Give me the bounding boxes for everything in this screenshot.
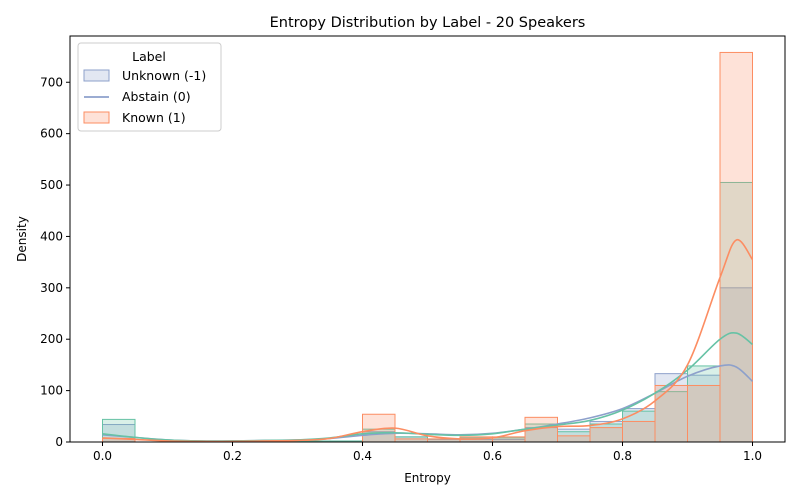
x-tick-label: 0.0	[93, 449, 112, 463]
legend-swatch	[83, 111, 110, 124]
histogram-bin	[654, 384, 688, 443]
y-tick-label: 400	[40, 229, 63, 243]
x-tick-label: 0.6	[483, 449, 502, 463]
y-tick-label: 300	[40, 281, 63, 295]
y-tick-label: 700	[40, 75, 63, 89]
y-tick-label: 500	[40, 178, 63, 192]
chart-title: Entropy Distribution by Label - 20 Speak…	[270, 15, 586, 31]
y-tick-label: 200	[40, 332, 63, 346]
histogram-bin	[557, 435, 591, 443]
y-tick-label: 100	[40, 384, 63, 398]
histogram-bin	[719, 51, 753, 443]
y-axis-label: Density	[15, 216, 29, 262]
legend: Label Unknown (-1) Abstain (0) Known (1)	[77, 42, 222, 132]
plot-area	[102, 51, 754, 443]
plot-frame	[69, 35, 786, 443]
y-tick-label: 600	[40, 127, 63, 141]
legend-swatch	[83, 69, 110, 82]
x-tick-label: 0.4	[353, 449, 372, 463]
series-bars-2	[102, 51, 753, 443]
x-tick-label: 1.0	[743, 449, 762, 463]
x-tick-label: 0.8	[613, 449, 632, 463]
x-axis-label: Entropy	[404, 471, 451, 485]
legend-label: Known (1)	[122, 110, 186, 125]
legend-title: Label	[132, 49, 166, 64]
legend-label: Unknown (-1)	[122, 68, 206, 83]
y-tick-label: 0	[55, 435, 63, 449]
legend-label: Abstain (0)	[122, 89, 191, 104]
histogram-bin	[622, 420, 656, 443]
histogram-bin	[687, 384, 721, 443]
legend-box	[77, 42, 222, 132]
histogram-bin	[589, 427, 623, 443]
x-tick-label: 0.2	[223, 449, 242, 463]
